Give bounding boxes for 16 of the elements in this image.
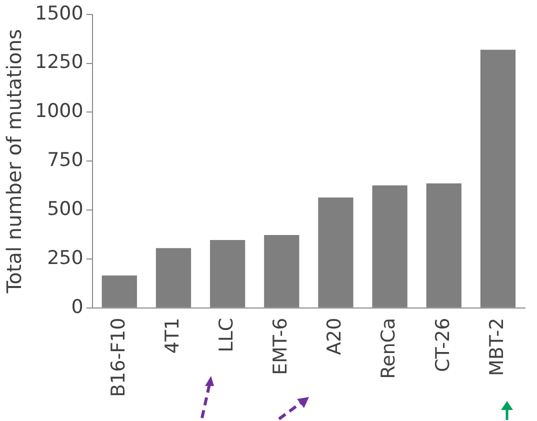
x-tick-label: MBT-2: [486, 318, 508, 376]
y-tick-label: 500: [47, 198, 84, 220]
y-axis-title: Total number of mutations: [2, 29, 26, 294]
x-tick-label: A20: [324, 318, 346, 356]
x-tick-label: LLC: [215, 318, 238, 352]
x-tick-label: 4T1: [161, 318, 184, 354]
y-tick-label: 250: [47, 246, 84, 269]
y-tick-label: 1000: [34, 100, 84, 122]
x-tick-label: EMT-6: [270, 318, 292, 376]
y-tick-label: 1500: [34, 2, 84, 24]
y-tick-label: 1250: [34, 51, 84, 74]
y-tick-label: 0: [71, 296, 84, 318]
y-tick-label: 750: [47, 149, 84, 172]
x-tick-label: B16-F10: [107, 318, 130, 398]
x-tick-label: RenCa: [378, 318, 400, 379]
x-tick-label: CT-26: [432, 318, 454, 372]
